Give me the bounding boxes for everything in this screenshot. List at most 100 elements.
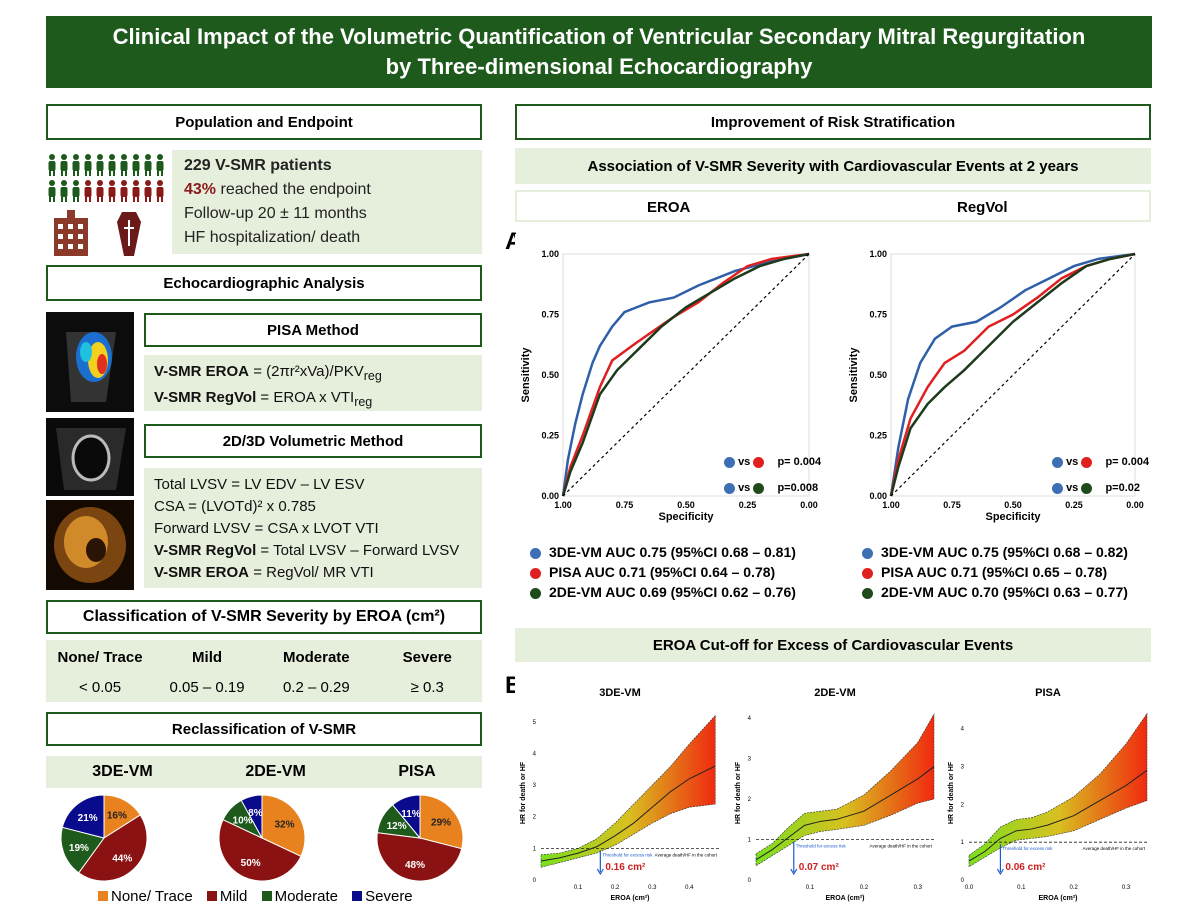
method-3de-vm: 3DE-VM: [92, 763, 153, 780]
person-body-icon: [48, 161, 56, 171]
hr-chart-pisa: PISA HR for death or HF 0 1 2 3 4 0.0 0.1 0.2 0.3 E…: [943, 670, 1153, 910]
p-value: p=0.02: [1105, 482, 1140, 494]
echo-3d-image: [46, 500, 134, 590]
person-leg-icon: [113, 170, 115, 176]
person-leg-icon: [85, 170, 87, 176]
auc-item: 2DE-VM AUC 0.69 (95%CI 0.62 – 0.76): [530, 582, 830, 602]
person-head-icon: [145, 154, 151, 160]
x-tick-label: 1.00: [882, 500, 900, 510]
x-tick-label: 0.1: [574, 885, 583, 891]
auc-item: PISA AUC 0.71 (95%CI 0.65 – 0.78): [862, 562, 1162, 582]
person-leg-icon: [101, 170, 103, 176]
val-mild: 0.05 – 0.19: [169, 678, 245, 696]
auc-text: 2DE-VM AUC 0.70 (95%CI 0.63 – 0.77): [881, 584, 1128, 600]
vs-text: vs: [738, 456, 751, 468]
person-leg-icon: [65, 170, 67, 176]
echo-header-text: Echocardiographic Analysis: [163, 274, 365, 292]
vol-eroa-label: V-SMR EROA: [154, 564, 250, 581]
vol-regvol-formula: = Total LVSV – Forward LVSV: [260, 542, 460, 559]
y-tick-label: 0: [961, 878, 965, 884]
person-body-icon: [108, 187, 116, 197]
hospital-window-icon: [68, 244, 73, 249]
hr-line: [540, 765, 716, 862]
x-axis-label: EROA (cm²): [825, 895, 864, 902]
blue-dot-icon: [530, 547, 541, 559]
severity-table: None/ Trace Mild Moderate Severe < 0.05 …: [46, 642, 482, 702]
col-regvol: RegVol: [957, 199, 1008, 216]
pisa-eroa-formula: = (2πr²xVa)/PKV: [253, 363, 364, 380]
hr-chart-2de-vm: 2DE-VM HR for death or HF 0 1 2 3 4 0.1 0.2 0.3 ER…: [730, 670, 940, 910]
person-leg-icon: [157, 196, 159, 202]
pie-slice-label: 29%: [431, 818, 451, 829]
classification-header: Classification of V-SMR Severity by EROA…: [46, 600, 482, 634]
patients-count: 229 V-SMR patients: [184, 157, 332, 174]
y-tick-label: 4: [533, 751, 537, 757]
roc-chart-eroa: 1.00 0.75 0.50 0.25 0.00 0.00 0.25 0.50 0.75 1.00…: [515, 234, 825, 530]
person-leg-icon: [161, 196, 163, 202]
pie-slice: [261, 794, 306, 857]
red-dot-icon: [1081, 456, 1093, 468]
hospital-window-icon: [78, 244, 83, 249]
cutoff-header-text: EROA Cut-off for Excess of Cardiovascula…: [652, 636, 1014, 654]
person-head-icon: [145, 180, 151, 186]
col-eroa: EROA: [647, 199, 691, 216]
risk-header-text: Improvement of Risk Stratification: [710, 113, 956, 131]
y-tick-label: 0: [748, 878, 752, 884]
roc-eroa-p1: vs p= 0.004: [724, 456, 821, 468]
reference-line-label: Average death/HF in the cohort: [655, 852, 718, 857]
endpoint-pct: 43%: [184, 181, 217, 198]
person-body-icon: [48, 187, 56, 197]
confidence-band: [968, 712, 1148, 868]
x-tick-label: 0.75: [616, 500, 634, 510]
auc-text: 2DE-VM AUC 0.69 (95%CI 0.62 – 0.76): [549, 584, 796, 600]
person-leg-icon: [149, 170, 151, 176]
x-tick-label: 0.1: [806, 885, 815, 891]
hospital-window-icon: [78, 224, 83, 229]
legend-none: None/ Trace: [111, 888, 193, 905]
vol-regvol-label: V-SMR RegVol: [154, 542, 257, 559]
formula-forward-lvsv: Forward LVSV = CSA x LVOT VTI: [154, 520, 379, 537]
y-tick-label: 0.50: [869, 370, 887, 380]
y-tick-label: 4: [961, 727, 965, 733]
person-leg-icon: [97, 196, 99, 202]
hospital-window-icon: [58, 224, 63, 229]
person-leg-icon: [61, 196, 63, 202]
chart-title: PISA: [1035, 687, 1061, 699]
chart-title: 3DE-VM: [599, 687, 641, 699]
pie-slice-label: 10%: [233, 816, 253, 827]
blue-dot-icon: [724, 456, 735, 468]
roc-columns-header: EROA RegVol: [515, 190, 1151, 222]
auc-text: 3DE-VM AUC 0.75 (95%CI 0.68 – 0.82): [881, 544, 1128, 560]
pie-legend: None/ Trace Mild Moderate Severe: [88, 888, 468, 910]
person-leg-icon: [133, 170, 135, 176]
x-tick-label: 0.75: [943, 500, 961, 510]
person-leg-icon: [145, 170, 147, 176]
y-tick-label: 0: [533, 878, 537, 884]
person-leg-icon: [97, 170, 99, 176]
formula-total-lvsv: Total LVSV = LV EDV – LV ESV: [154, 476, 365, 493]
pie-slice: [60, 826, 105, 874]
pisa-formula-box: V-SMR EROA = (2πr²xVa)/PKVreg V-SMR RegV…: [144, 355, 482, 411]
person-leg-icon: [85, 196, 87, 202]
p-value: p= 0.004: [1105, 456, 1150, 468]
y-tick-label: 0.75: [541, 310, 559, 320]
vs-text: vs: [1066, 482, 1079, 494]
x-tick-label: 0.50: [1004, 500, 1022, 510]
echo-2d-image: [46, 418, 134, 496]
risk-header: Improvement of Risk Stratification: [515, 104, 1151, 140]
pie-slice: [218, 819, 302, 882]
person-head-icon: [133, 180, 139, 186]
auc-item: 2DE-VM AUC 0.70 (95%CI 0.63 – 0.77): [862, 582, 1162, 602]
pie-slice-label: 50%: [241, 858, 261, 869]
x-axis-label: EROA (cm²): [610, 895, 649, 902]
person-body-icon: [144, 161, 152, 171]
person-body-icon: [84, 161, 92, 171]
person-leg-icon: [137, 196, 139, 202]
x-tick-label: 0.3: [648, 885, 657, 891]
outcome-text: HF hospitalization/ death: [184, 229, 361, 246]
person-leg-icon: [89, 196, 91, 202]
green-dot-icon: [753, 482, 765, 494]
hospital-window-icon: [58, 234, 63, 239]
person-body-icon: [132, 187, 140, 197]
population-header: Population and Endpoint: [46, 104, 482, 140]
